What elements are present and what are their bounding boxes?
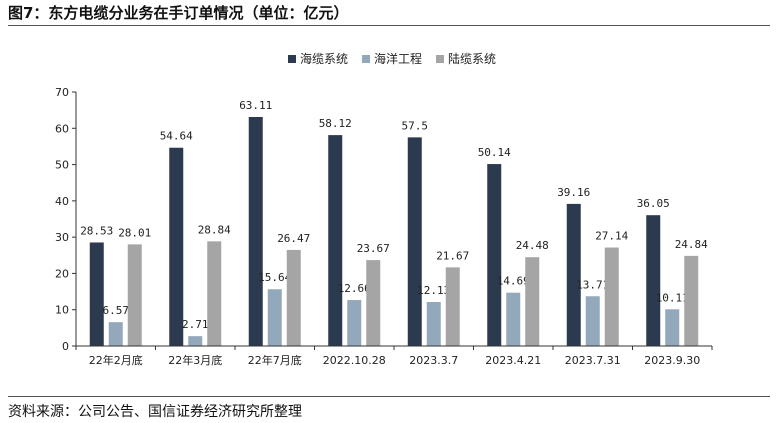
data-label: 54.64 <box>160 130 193 143</box>
bar-3 <box>445 267 460 346</box>
legend-label: 海洋工程 <box>374 51 422 66</box>
y-tick-label: 50 <box>55 159 69 172</box>
bar-2 <box>347 300 362 346</box>
bar-3 <box>684 255 699 346</box>
data-label: 13.71 <box>576 278 609 291</box>
bar-1 <box>89 242 104 346</box>
legend-swatch <box>436 55 444 63</box>
legend-label: 陆缆系统 <box>448 51 496 66</box>
y-tick-label: 10 <box>55 304 69 317</box>
data-label: 10.11 <box>656 291 689 304</box>
y-axis: 0 10 20 30 40 50 60 70 <box>55 86 77 353</box>
data-label: 6.57 <box>103 304 130 317</box>
y-tick-label: 70 <box>55 86 69 99</box>
data-label: 58.12 <box>319 117 352 130</box>
data-label: 50.14 <box>478 146 511 159</box>
x-axis: 22年2月底 22年3月底 22年7月底 2022.10.28 2023.3.7 2023… <box>75 345 713 367</box>
x-tick-label: 2023.4.21 <box>485 354 541 367</box>
legend-swatch <box>288 55 296 63</box>
x-tick-label: 2023.3.7 <box>409 354 458 367</box>
source-divider <box>8 396 770 397</box>
bar-1 <box>566 203 581 346</box>
legend-label: 海缆系统 <box>300 51 348 66</box>
bar-3 <box>286 249 301 346</box>
bar-2 <box>267 289 282 346</box>
x-tick-label: 2023.9.30 <box>644 354 700 367</box>
bar-1 <box>407 137 422 346</box>
title-divider <box>8 25 770 26</box>
x-tick-label: 22年2月底 <box>89 353 143 367</box>
bar-2 <box>585 296 600 346</box>
data-label: 28.01 <box>118 226 151 239</box>
y-tick-label: 40 <box>55 195 69 208</box>
x-tick-label: 2022.10.28 <box>323 354 386 367</box>
bar-series: 28.53 54.64 63.11 58.12 57.5 50.14 39.16 36.05 6… <box>80 99 708 346</box>
bar-1 <box>646 215 661 346</box>
y-tick-label: 60 <box>55 122 69 135</box>
source-note: 资料来源：公司公告、国信证券经济研究所整理 <box>8 404 302 420</box>
data-label: 36.05 <box>637 197 670 210</box>
bar-3 <box>604 247 619 346</box>
bar-chart: 海缆系统 海洋工程 陆缆系统 0 10 20 30 40 50 60 70 28.53 54.64 6… <box>55 51 713 367</box>
data-label: 2.71 <box>182 318 209 331</box>
data-label: 27.14 <box>595 230 628 243</box>
legend: 海缆系统 海洋工程 陆缆系统 <box>288 51 496 66</box>
bar-2 <box>108 322 123 346</box>
data-label: 26.47 <box>277 232 310 245</box>
bar-1 <box>487 164 502 346</box>
bar-2 <box>188 336 203 346</box>
bar-2 <box>426 301 441 346</box>
chart-title: 图7：东方电缆分业务在手订单情况（单位：亿元） <box>8 4 349 22</box>
legend-swatch <box>362 55 370 63</box>
data-label: 28.84 <box>198 223 231 236</box>
data-label: 57.5 <box>402 119 429 132</box>
data-label: 12.66 <box>338 282 371 295</box>
bar-2 <box>665 309 680 346</box>
y-tick-label: 0 <box>62 340 69 353</box>
y-tick-label: 20 <box>55 267 69 280</box>
bar-3 <box>127 244 142 346</box>
bar-3 <box>366 260 381 346</box>
x-tick-label: 22年3月底 <box>168 353 222 367</box>
bar-3 <box>207 241 222 346</box>
data-label: 12.13 <box>417 284 450 297</box>
data-label: 39.16 <box>557 186 590 199</box>
data-label: 28.53 <box>80 224 113 237</box>
data-label: 24.84 <box>675 238 708 251</box>
data-label: 24.48 <box>516 239 549 252</box>
bar-1 <box>328 135 343 346</box>
y-tick-label: 30 <box>55 231 69 244</box>
data-label: 15.64 <box>258 271 291 284</box>
bar-2 <box>506 292 521 346</box>
x-tick-label: 22年7月底 <box>248 353 302 367</box>
x-tick-label: 2023.7.31 <box>565 354 621 367</box>
bar-1 <box>248 117 263 346</box>
bar-3 <box>525 257 540 346</box>
data-label: 14.69 <box>497 275 530 288</box>
bar-1 <box>169 147 184 346</box>
data-label: 23.67 <box>357 242 390 255</box>
data-label: 21.67 <box>436 249 469 262</box>
data-label: 63.11 <box>239 99 272 112</box>
